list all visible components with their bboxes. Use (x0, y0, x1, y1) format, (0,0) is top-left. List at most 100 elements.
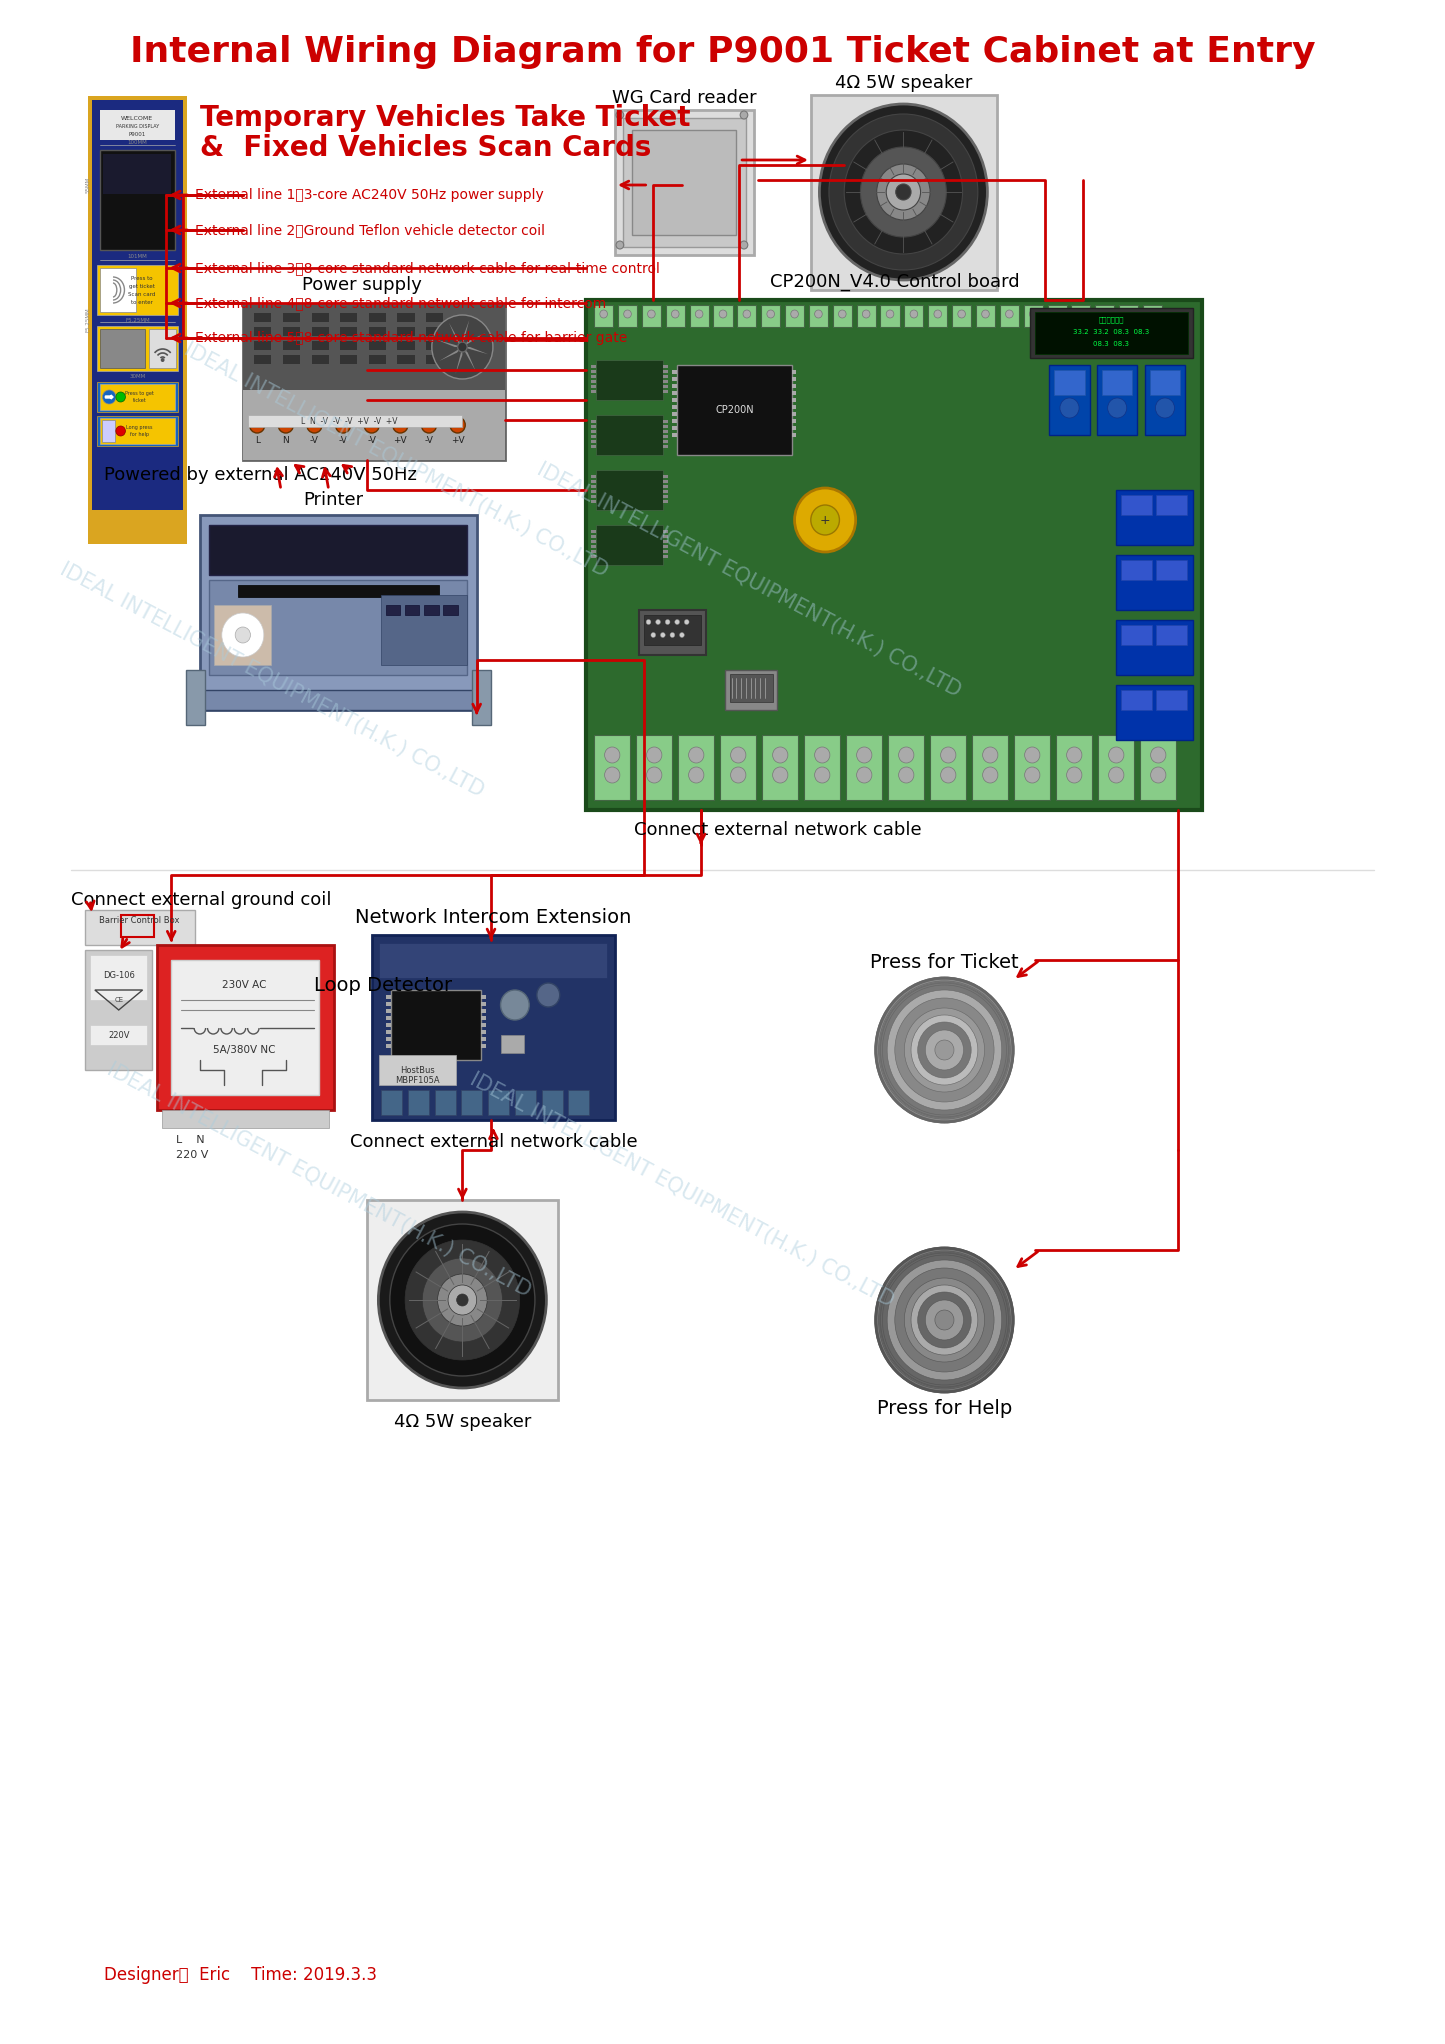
FancyBboxPatch shape (663, 550, 668, 554)
FancyBboxPatch shape (312, 313, 328, 323)
FancyBboxPatch shape (243, 305, 506, 460)
FancyBboxPatch shape (1118, 305, 1139, 327)
FancyBboxPatch shape (1156, 560, 1186, 580)
FancyBboxPatch shape (672, 384, 678, 388)
FancyBboxPatch shape (85, 950, 152, 1069)
FancyBboxPatch shape (591, 370, 595, 372)
Text: F5.25MM: F5.25MM (126, 317, 150, 323)
FancyBboxPatch shape (1000, 305, 1019, 327)
FancyBboxPatch shape (762, 736, 799, 799)
Circle shape (896, 184, 910, 200)
Text: 33.2  33.2  08.3  08.3: 33.2 33.2 08.3 08.3 (1074, 329, 1150, 335)
Circle shape (981, 311, 990, 319)
Text: 4Ω 5W speaker: 4Ω 5W speaker (393, 1412, 532, 1431)
FancyBboxPatch shape (1117, 556, 1192, 609)
FancyBboxPatch shape (591, 384, 595, 388)
Circle shape (160, 358, 165, 362)
FancyBboxPatch shape (591, 480, 595, 482)
Circle shape (905, 1008, 984, 1091)
Text: MBPF105A: MBPF105A (394, 1075, 439, 1085)
FancyBboxPatch shape (714, 305, 733, 327)
Text: CE: CE (114, 997, 123, 1004)
FancyBboxPatch shape (210, 580, 467, 675)
Circle shape (1150, 766, 1166, 783)
FancyBboxPatch shape (591, 446, 595, 448)
FancyBboxPatch shape (792, 399, 796, 403)
FancyBboxPatch shape (663, 540, 668, 544)
FancyBboxPatch shape (663, 484, 668, 489)
FancyBboxPatch shape (100, 419, 175, 444)
Circle shape (1150, 746, 1166, 762)
FancyBboxPatch shape (672, 433, 678, 437)
Text: CP200N_V4.0 Control board: CP200N_V4.0 Control board (770, 272, 1019, 290)
FancyBboxPatch shape (663, 536, 668, 538)
FancyBboxPatch shape (591, 419, 595, 423)
Circle shape (422, 417, 436, 433)
Text: L  N  -V  -V  -V  +V  -V  +V: L N -V -V -V +V -V +V (302, 417, 397, 425)
FancyBboxPatch shape (1121, 560, 1152, 580)
Circle shape (422, 1257, 503, 1343)
FancyBboxPatch shape (591, 540, 595, 544)
FancyBboxPatch shape (386, 1044, 390, 1049)
FancyBboxPatch shape (425, 605, 438, 615)
FancyBboxPatch shape (730, 675, 773, 701)
FancyBboxPatch shape (92, 511, 182, 540)
FancyBboxPatch shape (461, 1089, 483, 1114)
Text: IDEAL INTELLIGENT EQUIPMENT(H.K.) CO.,LTD: IDEAL INTELLIGENT EQUIPMENT(H.K.) CO.,LT… (533, 460, 964, 701)
FancyBboxPatch shape (481, 1022, 486, 1026)
FancyBboxPatch shape (623, 119, 746, 247)
Text: F5.25MM: F5.25MM (85, 309, 90, 333)
Text: P9001: P9001 (129, 131, 146, 137)
FancyBboxPatch shape (104, 153, 171, 194)
FancyBboxPatch shape (386, 1016, 390, 1020)
FancyBboxPatch shape (386, 1030, 390, 1034)
Text: External line 3：8-core standard network cable for real-time control: External line 3：8-core standard network … (195, 262, 660, 276)
Text: Loop Detector: Loop Detector (315, 975, 452, 995)
Circle shape (646, 746, 662, 762)
Circle shape (731, 746, 746, 762)
Polygon shape (449, 323, 462, 347)
Circle shape (857, 766, 871, 783)
FancyBboxPatch shape (663, 446, 668, 448)
Circle shape (894, 997, 994, 1102)
Circle shape (647, 311, 655, 319)
Text: DG-106: DG-106 (103, 971, 134, 979)
FancyBboxPatch shape (210, 525, 467, 574)
Polygon shape (462, 347, 488, 354)
FancyBboxPatch shape (1048, 305, 1066, 327)
FancyBboxPatch shape (663, 556, 668, 558)
Circle shape (675, 619, 679, 625)
FancyBboxPatch shape (1144, 366, 1185, 435)
Circle shape (616, 110, 624, 119)
Circle shape (811, 505, 840, 536)
Circle shape (773, 746, 788, 762)
FancyBboxPatch shape (792, 413, 796, 417)
Text: Press for Help: Press for Help (877, 1398, 1012, 1416)
Circle shape (918, 1022, 971, 1077)
FancyBboxPatch shape (792, 376, 796, 380)
FancyBboxPatch shape (386, 1022, 390, 1026)
Text: N: N (282, 435, 289, 444)
FancyBboxPatch shape (591, 546, 595, 548)
FancyBboxPatch shape (1143, 305, 1162, 327)
FancyBboxPatch shape (591, 429, 595, 433)
Text: 220 V: 220 V (176, 1151, 208, 1161)
FancyBboxPatch shape (591, 536, 595, 538)
Circle shape (933, 311, 942, 319)
Circle shape (306, 417, 322, 433)
Text: Designer：  Eric    Time: 2019.3.3: Designer： Eric Time: 2019.3.3 (104, 1966, 377, 1985)
FancyBboxPatch shape (312, 341, 328, 350)
Circle shape (104, 392, 114, 403)
Text: to enter: to enter (130, 300, 153, 305)
FancyBboxPatch shape (380, 1055, 455, 1085)
Circle shape (877, 164, 931, 221)
Polygon shape (462, 347, 475, 372)
Circle shape (656, 619, 660, 625)
FancyBboxPatch shape (643, 615, 701, 646)
FancyBboxPatch shape (1049, 366, 1090, 435)
Text: 08.3  08.3: 08.3 08.3 (1094, 341, 1130, 347)
FancyBboxPatch shape (500, 1034, 525, 1053)
Circle shape (925, 1300, 964, 1341)
Text: Long press: Long press (127, 425, 153, 429)
Circle shape (829, 114, 978, 270)
